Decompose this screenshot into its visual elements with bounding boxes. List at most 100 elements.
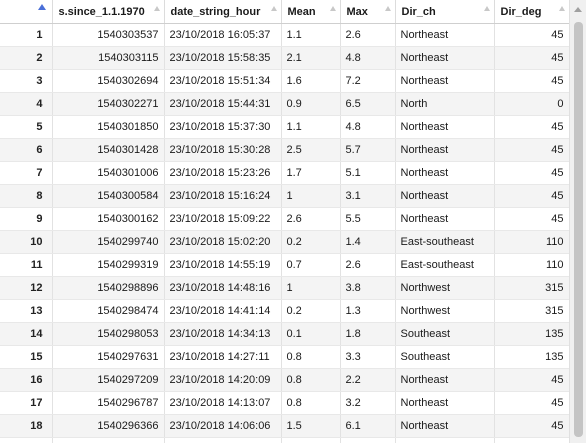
cell-dir-deg[interactable]: 45 <box>494 46 569 70</box>
cell-dir-ch[interactable]: East-southeast <box>395 230 495 254</box>
cell-s-since[interactable] <box>52 437 165 443</box>
table-row[interactable]: 11 1540299319 23/10/2018 14:55:19 0.7 2.6 Eas… <box>0 253 569 277</box>
cell-max[interactable]: 3.8 <box>340 276 396 300</box>
column-header-dir-ch[interactable]: Dir_ch <box>395 0 495 24</box>
cell-date-string-hour[interactable]: 23/10/2018 14:34:13 <box>164 322 282 346</box>
cell-mean[interactable]: 1.7 <box>281 161 341 185</box>
scroll-up-arrow-icon[interactable] <box>574 7 582 12</box>
row-index-cell[interactable]: 17 <box>0 391 53 415</box>
cell-s-since[interactable]: 1540302694 <box>52 69 165 93</box>
cell-dir-ch[interactable]: Northeast <box>395 368 495 392</box>
cell-max[interactable]: 1.3 <box>340 299 396 323</box>
row-index-cell[interactable]: 11 <box>0 253 53 277</box>
cell-dir-deg[interactable]: 110 <box>494 253 569 277</box>
sort-indicator-icon[interactable] <box>558 6 565 11</box>
cell-date-string-hour[interactable]: 23/10/2018 16:05:37 <box>164 23 282 47</box>
cell-max[interactable]: 5.1 <box>340 161 396 185</box>
row-index-cell[interactable]: 6 <box>0 138 53 162</box>
cell-max[interactable]: 2.6 <box>340 23 396 47</box>
cell-max[interactable]: 2.2 <box>340 368 396 392</box>
cell-dir-deg[interactable]: 45 <box>494 161 569 185</box>
table-row[interactable]: 16 1540297209 23/10/2018 14:20:09 0.8 2.2 Nor… <box>0 368 569 392</box>
cell-date-string-hour[interactable]: 23/10/2018 15:30:28 <box>164 138 282 162</box>
sort-indicator-icon[interactable] <box>384 6 391 11</box>
cell-mean[interactable]: 0.7 <box>281 253 341 277</box>
row-index-cell[interactable]: 8 <box>0 184 53 208</box>
cell-s-since[interactable]: 1540303115 <box>52 46 165 70</box>
cell-dir-ch[interactable]: Northeast <box>395 184 495 208</box>
cell-s-since[interactable]: 1540296366 <box>52 414 165 438</box>
cell-dir-ch[interactable] <box>395 437 495 443</box>
table-row[interactable]: 8 1540300584 23/10/2018 15:16:24 1 3.1 Northe… <box>0 184 569 208</box>
cell-dir-deg[interactable]: 45 <box>494 23 569 47</box>
cell-s-since[interactable]: 1540302271 <box>52 92 165 116</box>
cell-s-since[interactable]: 1540300162 <box>52 207 165 231</box>
row-index-cell[interactable]: 16 <box>0 368 53 392</box>
cell-max[interactable] <box>340 437 396 443</box>
table-row[interactable]: 7 1540301006 23/10/2018 15:23:26 1.7 5.1 Nort… <box>0 161 569 185</box>
table-row[interactable]: 6 1540301428 23/10/2018 15:30:28 2.5 5.7 Nort… <box>0 138 569 162</box>
cell-date-string-hour[interactable] <box>164 437 282 443</box>
column-header-date-string-hour[interactable]: date_string_hour <box>164 0 282 24</box>
row-index-cell[interactable]: 9 <box>0 207 53 231</box>
cell-dir-ch[interactable]: Northeast <box>395 138 495 162</box>
column-header-s-since[interactable]: s.since_1.1.1970 <box>52 0 165 24</box>
cell-dir-deg[interactable]: 45 <box>494 391 569 415</box>
cell-date-string-hour[interactable]: 23/10/2018 15:23:26 <box>164 161 282 185</box>
cell-mean[interactable]: 0.2 <box>281 299 341 323</box>
vertical-scrollbar[interactable] <box>569 0 586 443</box>
table-row[interactable]: 2 1540303115 23/10/2018 15:58:35 2.1 4.8 Nort… <box>0 46 569 70</box>
cell-mean[interactable]: 1.6 <box>281 69 341 93</box>
cell-mean[interactable]: 1.5 <box>281 414 341 438</box>
cell-s-since[interactable]: 1540296787 <box>52 391 165 415</box>
cell-date-string-hour[interactable]: 23/10/2018 15:51:34 <box>164 69 282 93</box>
cell-max[interactable]: 1.8 <box>340 322 396 346</box>
row-index-cell[interactable] <box>0 437 53 443</box>
table-row[interactable]: 9 1540300162 23/10/2018 15:09:22 2.6 5.5 Nort… <box>0 207 569 231</box>
cell-dir-deg[interactable]: 45 <box>494 368 569 392</box>
table-row[interactable] <box>0 437 569 443</box>
cell-mean[interactable] <box>281 437 341 443</box>
row-index-cell[interactable]: 1 <box>0 23 53 47</box>
cell-date-string-hour[interactable]: 23/10/2018 14:06:06 <box>164 414 282 438</box>
cell-dir-ch[interactable]: Northeast <box>395 115 495 139</box>
cell-mean[interactable]: 2.1 <box>281 46 341 70</box>
cell-date-string-hour[interactable]: 23/10/2018 15:58:35 <box>164 46 282 70</box>
cell-dir-ch[interactable]: North <box>395 92 495 116</box>
table-row[interactable]: 3 1540302694 23/10/2018 15:51:34 1.6 7.2 Nort… <box>0 69 569 93</box>
cell-dir-deg[interactable]: 45 <box>494 414 569 438</box>
cell-max[interactable]: 2.6 <box>340 253 396 277</box>
cell-s-since[interactable]: 1540297631 <box>52 345 165 369</box>
sort-indicator-icon[interactable] <box>329 6 336 11</box>
cell-dir-deg[interactable] <box>494 437 569 443</box>
sort-indicator-icon[interactable] <box>270 6 277 11</box>
cell-mean[interactable]: 0.1 <box>281 322 341 346</box>
cell-dir-ch[interactable]: Northwest <box>395 276 495 300</box>
cell-mean[interactable]: 1.1 <box>281 23 341 47</box>
table-row[interactable]: 18 1540296366 23/10/2018 14:06:06 1.5 6.1 Nor… <box>0 414 569 438</box>
cell-dir-deg[interactable]: 315 <box>494 276 569 300</box>
cell-s-since[interactable]: 1540299740 <box>52 230 165 254</box>
row-index-cell[interactable]: 7 <box>0 161 53 185</box>
cell-dir-ch[interactable]: Northeast <box>395 23 495 47</box>
cell-s-since[interactable]: 1540301850 <box>52 115 165 139</box>
cell-s-since[interactable]: 1540299319 <box>52 253 165 277</box>
cell-dir-ch[interactable]: Northeast <box>395 414 495 438</box>
column-header-mean[interactable]: Mean <box>281 0 341 24</box>
cell-dir-ch[interactable]: Northwest <box>395 299 495 323</box>
cell-dir-deg[interactable]: 45 <box>494 207 569 231</box>
cell-max[interactable]: 5.5 <box>340 207 396 231</box>
cell-s-since[interactable]: 1540301428 <box>52 138 165 162</box>
table-row[interactable]: 12 1540298896 23/10/2018 14:48:16 1 3.8 North… <box>0 276 569 300</box>
sort-indicator-icon[interactable] <box>153 6 160 11</box>
table-row[interactable]: 13 1540298474 23/10/2018 14:41:14 0.2 1.3 Nor… <box>0 299 569 323</box>
cell-max[interactable]: 5.7 <box>340 138 396 162</box>
cell-mean[interactable]: 0.9 <box>281 92 341 116</box>
cell-mean[interactable]: 0.8 <box>281 345 341 369</box>
cell-mean[interactable]: 2.5 <box>281 138 341 162</box>
cell-dir-deg[interactable]: 45 <box>494 69 569 93</box>
cell-mean[interactable]: 0.8 <box>281 368 341 392</box>
cell-dir-ch[interactable]: Northeast <box>395 69 495 93</box>
cell-date-string-hour[interactable]: 23/10/2018 15:09:22 <box>164 207 282 231</box>
cell-max[interactable]: 7.2 <box>340 69 396 93</box>
